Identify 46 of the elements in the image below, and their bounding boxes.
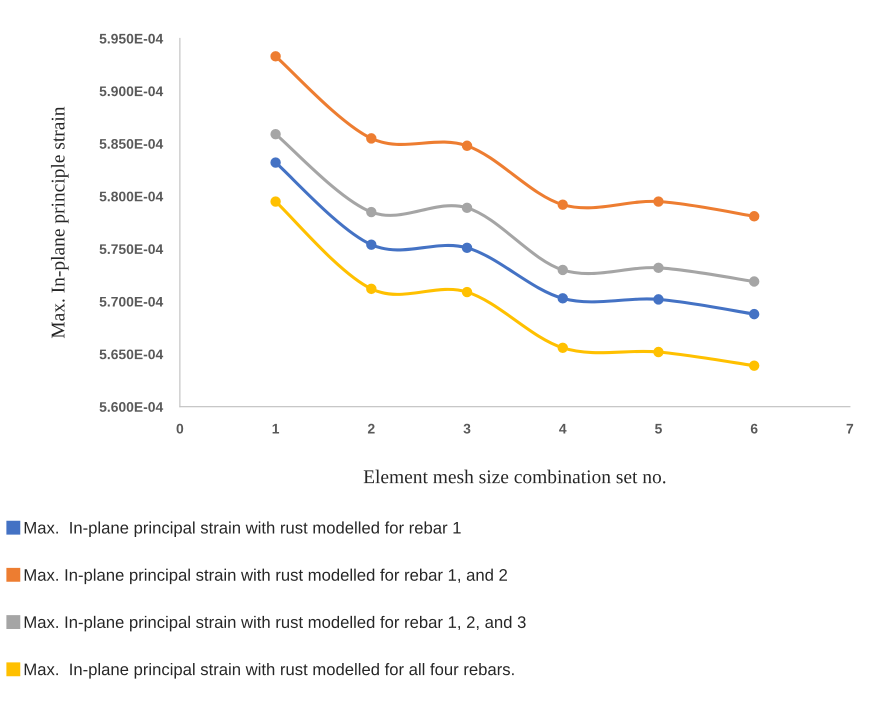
y-tick-label: 5.800E-04 — [100, 192, 164, 202]
x-tick-label: 3 — [463, 424, 470, 434]
legend-label: Max. In-plane principal strain with rust modelled for rebar 1 — [24, 521, 461, 537]
point — [558, 199, 568, 210]
y-tick-label: 5.750E-04 — [100, 244, 164, 254]
point — [270, 128, 281, 140]
x-axis-title: Element mesh size combination set no. — [364, 470, 666, 484]
point — [653, 346, 664, 358]
point — [748, 276, 760, 287]
point — [653, 294, 664, 305]
y-tick-label: 5.600E-04 — [100, 402, 164, 412]
point — [462, 286, 472, 298]
point — [270, 51, 281, 62]
y-tick-label: 5.950E-04 — [100, 34, 164, 44]
x-tick-label: 2 — [368, 424, 375, 434]
y-tick-label: 5.700E-04 — [100, 296, 164, 307]
legend-label: Max. In-plane principal strain with rust modelled for rebar 1, 2, and 3 — [24, 616, 526, 632]
point — [366, 133, 377, 144]
point — [366, 239, 377, 250]
point — [653, 262, 664, 274]
point — [462, 242, 472, 254]
point — [462, 140, 472, 151]
x-tick-label: 4 — [559, 424, 567, 434]
y-axis-title: Max. In-plane principle strain — [50, 106, 69, 338]
point — [748, 308, 760, 320]
point — [462, 202, 472, 214]
point — [653, 196, 664, 207]
point — [270, 196, 281, 207]
point — [558, 342, 568, 354]
point — [748, 360, 760, 371]
x-tick-label: 6 — [750, 424, 758, 434]
y-tick-label: 5.850E-04 — [100, 138, 164, 149]
point — [366, 206, 377, 218]
point — [366, 284, 377, 294]
legend-label: Max. In-plane principal strain with rust modelled for all four rebars. — [24, 663, 514, 679]
legend-label: Max. In-plane principal strain with rust modelled for rebar 1, and 2 — [24, 568, 507, 584]
x-tick-label: 0 — [176, 424, 184, 434]
point — [558, 293, 568, 304]
point — [748, 211, 760, 222]
x-tick-label: 1 — [272, 424, 280, 434]
y-tick-label: 5.900E-04 — [100, 86, 164, 96]
x-tick-label: 7 — [846, 424, 854, 434]
x-tick-label: 5 — [655, 424, 662, 434]
y-tick-label: 5.650E-04 — [100, 349, 164, 360]
point — [270, 157, 281, 168]
point — [558, 264, 568, 276]
